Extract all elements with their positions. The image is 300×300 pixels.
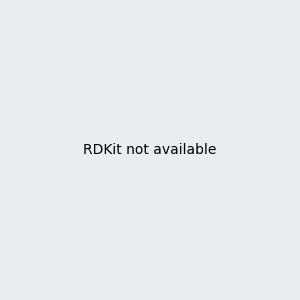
Text: RDKit not available: RDKit not available bbox=[83, 143, 217, 157]
